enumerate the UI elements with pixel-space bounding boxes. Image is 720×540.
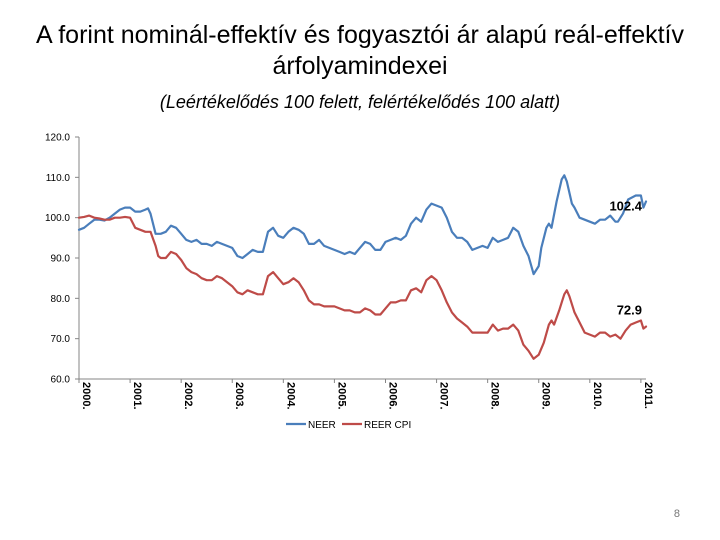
x-tick-label: 2002.: [182, 382, 194, 410]
x-tick-label: 2008.: [489, 382, 501, 410]
y-axis: 60.0 70.0 80.0 90.0 100.0 110.0 120.0: [45, 133, 80, 386]
y-tick-label: 100.0: [45, 213, 70, 224]
x-tick-label: 2000.: [80, 382, 92, 410]
legend: NEER REER CPI: [286, 420, 411, 431]
end-labels: 102.4 72.9: [609, 199, 642, 318]
x-tick-label: 2001.: [131, 382, 143, 410]
y-tick-label: 60.0: [51, 375, 71, 386]
x-tick-label: 2006.: [386, 382, 398, 410]
x-tick-label: 2005.: [335, 382, 347, 410]
data-label-neer: 102.4: [609, 199, 642, 214]
x-tick-label: 2004.: [284, 382, 296, 410]
x-tick-label: 2010.: [591, 382, 603, 410]
y-tick-label: 110.0: [46, 173, 71, 184]
series-line-neer: [77, 174, 648, 276]
series-layer: [77, 174, 648, 360]
data-label-reer-cpi: 72.9: [617, 303, 642, 318]
x-tick-label: 2003.: [233, 382, 245, 410]
page-number: 8: [673, 508, 680, 520]
chart-subtitle: (Leértékelődés 100 felett, felértékelődé…: [159, 92, 561, 112]
x-tick-label: 2009.: [540, 382, 552, 410]
x-tick-label: 2007.: [438, 382, 450, 410]
y-tick-label: 90.0: [51, 254, 71, 265]
series-line-reer-cpi: [77, 214, 648, 360]
legend-label: REER CPI: [364, 420, 411, 431]
chart-title: A forint nominál-effektív és fogyasztói …: [35, 21, 685, 80]
x-axis: 2000. 2001. 2002. 2003. 2004. 2005. 2006. 2007.…: [78, 378, 654, 410]
x-tick-label: 2011.: [642, 382, 654, 409]
y-tick-label: 80.0: [51, 294, 71, 305]
legend-label: NEER: [308, 420, 336, 431]
y-tick-label: 120.0: [45, 133, 70, 144]
y-tick-label: 70.0: [51, 334, 71, 345]
